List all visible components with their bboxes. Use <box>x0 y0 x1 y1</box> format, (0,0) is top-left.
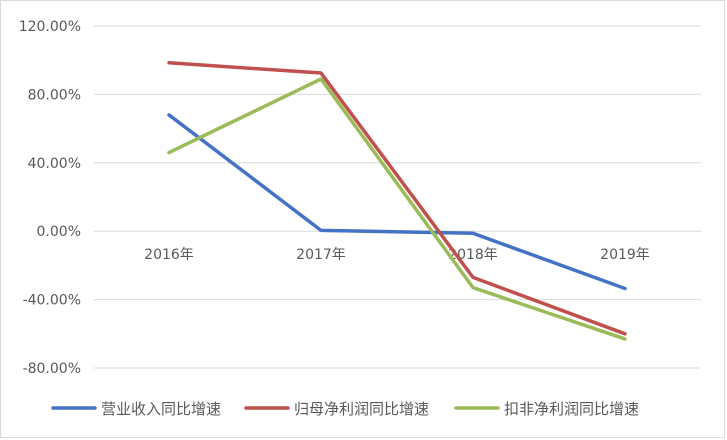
legend-label: 扣非净利润同比增速 <box>504 400 639 418</box>
data-series <box>167 61 627 341</box>
series-line-1 <box>167 113 627 291</box>
x-tick-label: 2019年 <box>600 247 650 263</box>
series-line-2 <box>167 61 627 336</box>
y-tick-label: 40.00% <box>28 156 81 172</box>
x-axis-ticks: 2016年 2017年 2018年 2019年 <box>144 247 650 263</box>
series-line-3 <box>167 77 627 341</box>
gridlines <box>94 25 701 369</box>
legend: 营业收入同比增速 归母净利润同比增速 扣非净利润同比增速 <box>51 400 639 418</box>
y-tick-label: 80.00% <box>28 87 81 103</box>
legend-label: 营业收入同比增速 <box>101 400 221 418</box>
x-tick-label: 2017年 <box>296 247 346 263</box>
x-tick-label: 2016年 <box>144 247 194 263</box>
y-axis-ticks: 120.00% 80.00% 40.00% 0.00% -40.00% -80.00% <box>19 19 81 377</box>
legend-label: 归母净利润同比增速 <box>294 400 429 418</box>
y-tick-label: 0.00% <box>37 224 81 240</box>
y-tick-label: -40.00% <box>23 293 81 309</box>
y-tick-label: 120.00% <box>19 19 81 35</box>
y-tick-label: -80.00% <box>23 361 81 377</box>
